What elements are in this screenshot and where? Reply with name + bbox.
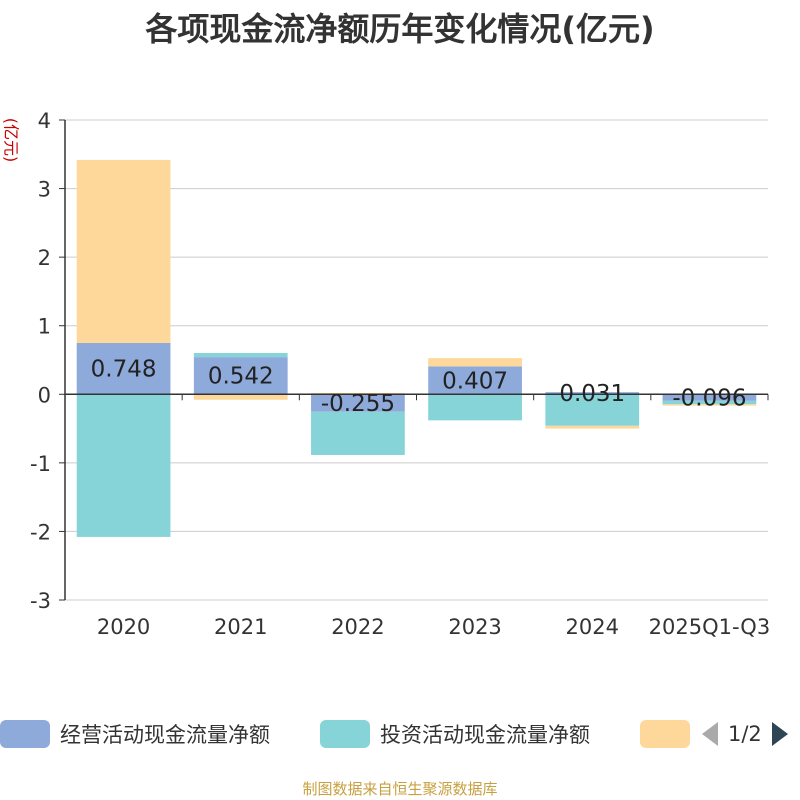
- bar-operating-2023: [428, 366, 522, 395]
- bar-investing-2023: [428, 394, 522, 421]
- bar-operating-2025Q1-Q3: [662, 394, 757, 401]
- legend-swatch-operating: [0, 720, 50, 748]
- x-tick-label: 2020: [97, 615, 150, 639]
- cash-flow-chart: 4 3 2 1 0 -1 -2 -3 0.748 0.542 -0.255 0.407 0.031 -0.…: [30, 109, 771, 639]
- y-tick-label: 0: [38, 383, 51, 407]
- bar-financing-2025Q1-Q3: [662, 404, 757, 406]
- data-label: 0.031: [559, 381, 625, 407]
- legend-pager: 1/2: [700, 716, 790, 752]
- legend-page-indicator: 1/2: [728, 722, 762, 746]
- legend-label-operating: 经营活动现金流量净额: [60, 723, 270, 747]
- data-label: -0.255: [321, 391, 395, 417]
- chart-title: 各项现金流净额历年变化情况(亿元): [145, 10, 655, 48]
- bar-operating-2024: [545, 392, 640, 395]
- legend-swatch-investing: [320, 720, 370, 748]
- x-tick-label: 2023: [448, 615, 501, 639]
- data-label: 0.407: [442, 368, 508, 394]
- y-tick-label: -3: [30, 589, 51, 613]
- data-label: 0.542: [208, 364, 274, 390]
- legend-prev-icon[interactable]: [700, 720, 720, 748]
- data-label: -0.096: [672, 386, 746, 412]
- legend-swatch-financing: [640, 720, 690, 748]
- data-label: 0.748: [91, 357, 157, 383]
- y-tick-label: 4: [38, 109, 51, 133]
- legend-item-financing[interactable]: [640, 716, 690, 752]
- legend-item-investing[interactable]: 投资活动现金流量净额: [320, 716, 590, 752]
- legend-item-operating[interactable]: 经营活动现金流量净额: [0, 716, 270, 752]
- x-tick-label: 2022: [331, 615, 384, 639]
- source-footer: 制图数据来自恒生聚源数据库: [302, 780, 498, 798]
- legend: 经营活动现金流量净额 投资活动现金流量净额 1/2: [0, 716, 800, 752]
- bar-investing-2025Q1-Q3: [662, 400, 757, 405]
- x-tick-label: 2021: [214, 615, 267, 639]
- bar-investing-2022: [311, 411, 405, 455]
- bar-operating-2021: [193, 357, 288, 395]
- x-tick-label: 2025Q1-Q3: [649, 615, 771, 639]
- bar-operating-2020: [76, 342, 171, 395]
- y-tick-label: 1: [38, 315, 51, 339]
- bar-investing-2020: [76, 394, 171, 537]
- legend-next-icon[interactable]: [770, 720, 790, 748]
- x-tick-label: 2024: [566, 615, 619, 639]
- legend-label-investing: 投资活动现金流量净额: [380, 723, 590, 747]
- bar-financing-2023: [428, 358, 522, 367]
- bar-financing-2024: [545, 425, 640, 429]
- bar-financing-2021: [193, 394, 288, 400]
- y-tick-label: 3: [38, 178, 51, 202]
- bar-financing-2020: [76, 159, 171, 343]
- bar-investing-2021: [193, 353, 288, 358]
- bar-investing-2024: [545, 394, 640, 426]
- y-tick-label: -2: [30, 520, 51, 544]
- bar-operating-2022: [311, 394, 405, 412]
- y-tick-label: -1: [30, 452, 51, 476]
- y-tick-label: 2: [38, 246, 51, 270]
